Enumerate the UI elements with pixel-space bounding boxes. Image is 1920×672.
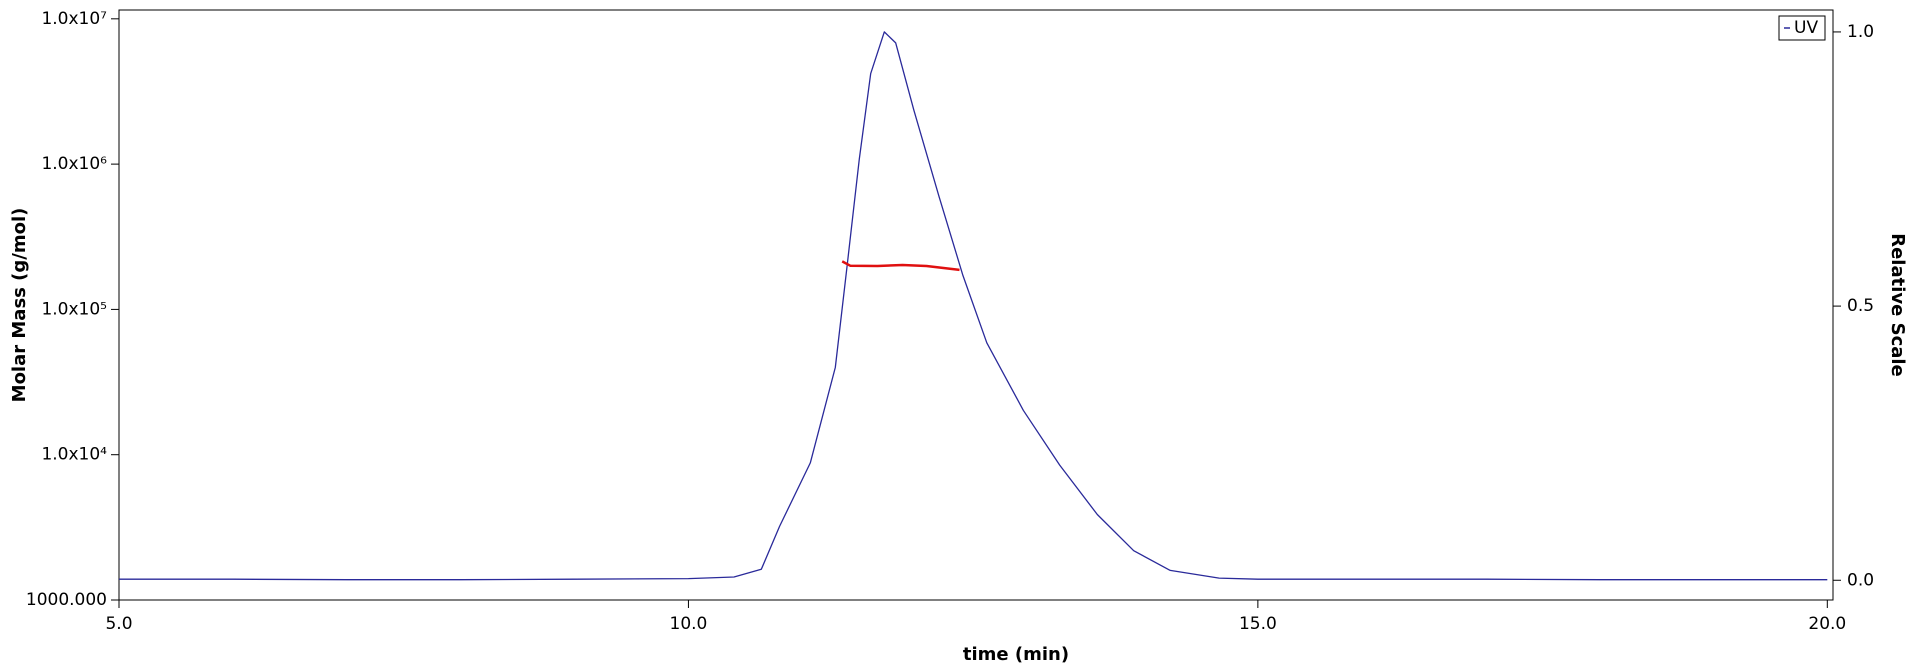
x-tick-label: 10.0	[670, 614, 708, 634]
plot-frame	[118, 9, 1834, 601]
legend-label: UV	[1794, 18, 1818, 38]
y-tick-label: 1000.000	[26, 590, 107, 610]
x-tick-label: 20.0	[1808, 614, 1846, 634]
y2-tick-label: 0.0	[1847, 570, 1874, 590]
y2-tick-label: 1.0	[1847, 22, 1874, 42]
y2-axis-title: Relative Scale	[1887, 233, 1908, 377]
y-tick-label: 1.0x10⁵	[41, 299, 107, 319]
y-tick-label: 1.0x10⁶	[41, 154, 107, 174]
y2-tick-label: 0.5	[1847, 296, 1874, 316]
series-line	[841, 260, 960, 272]
series-line	[119, 31, 1828, 581]
x-tick-label: 15.0	[1239, 614, 1277, 634]
y-tick-label: 1.0x10⁴	[41, 445, 107, 465]
x-tick-label: 5.0	[105, 614, 132, 634]
y-tick-label: 1.0x10⁷	[41, 9, 107, 29]
y-axis-title: Molar Mass (g/mol)	[9, 208, 30, 403]
x-axis-title: time (min)	[963, 644, 1069, 665]
